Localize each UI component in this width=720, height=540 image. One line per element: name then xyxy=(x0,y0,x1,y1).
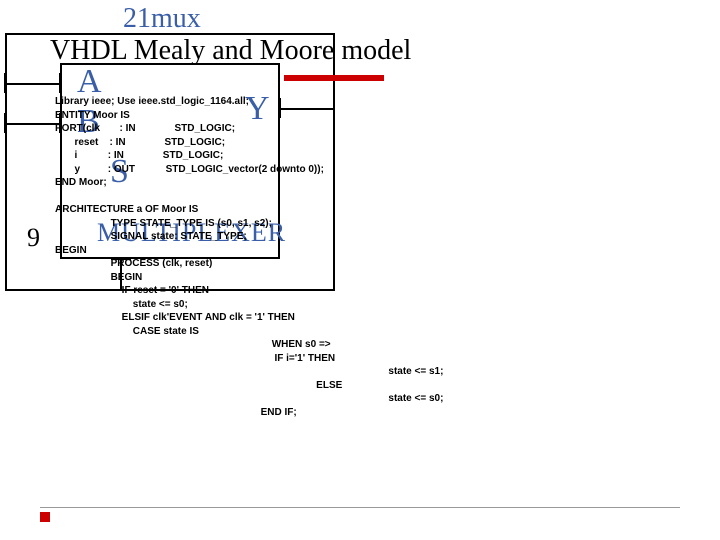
vhdl-code-block: Library ieee; Use ieee.std_logic_1164.al… xyxy=(55,95,443,419)
code-line: SIGNAL state: STATE_TYPE; xyxy=(55,231,247,242)
slide-title: VHDL Mealy and Moore model xyxy=(50,35,411,67)
code-line: WHEN s0 => xyxy=(55,339,331,350)
code-line: PORT(clk : IN STD_LOGIC; xyxy=(55,123,235,134)
code-line: ARCHITECTURE a OF Moor IS xyxy=(55,204,198,215)
code-line: PROCESS (clk, reset) xyxy=(55,258,212,269)
code-line: IF i='1' THEN xyxy=(55,353,335,364)
code-line: BEGIN xyxy=(55,272,142,283)
code-line: i : IN STD_LOGIC; xyxy=(55,150,223,161)
code-line: y : OUT STD_LOGIC_vector(2 downto 0)); xyxy=(55,164,324,175)
code-line: ELSE xyxy=(55,380,342,391)
code-line: state <= s0; xyxy=(55,393,443,404)
code-line: state <= s1; xyxy=(55,366,443,377)
code-line: reset : IN STD_LOGIC; xyxy=(55,137,225,148)
code-line: Library ieee; Use ieee.std_logic_1164.al… xyxy=(55,96,249,107)
code-line: ENTITY Moor IS xyxy=(55,110,130,121)
footer-red-square xyxy=(40,512,50,522)
mux-top-label: 21mux xyxy=(123,3,201,35)
code-line: IF reset = '0' THEN xyxy=(55,285,209,296)
code-line: BEGIN xyxy=(55,245,87,256)
mux-label-9: 9 xyxy=(27,223,40,253)
code-line: ELSIF clk'EVENT AND clk = '1' THEN xyxy=(55,312,295,323)
footer-divider xyxy=(40,507,680,508)
code-line: CASE state IS xyxy=(55,326,199,337)
code-line: TYPE STATE_TYPE IS (s0, s1, s2); xyxy=(55,218,272,229)
code-line: state <= s0; xyxy=(55,299,188,310)
code-line: END Moor; xyxy=(55,177,107,188)
title-underline xyxy=(284,75,384,81)
code-line: END IF; xyxy=(55,407,297,418)
